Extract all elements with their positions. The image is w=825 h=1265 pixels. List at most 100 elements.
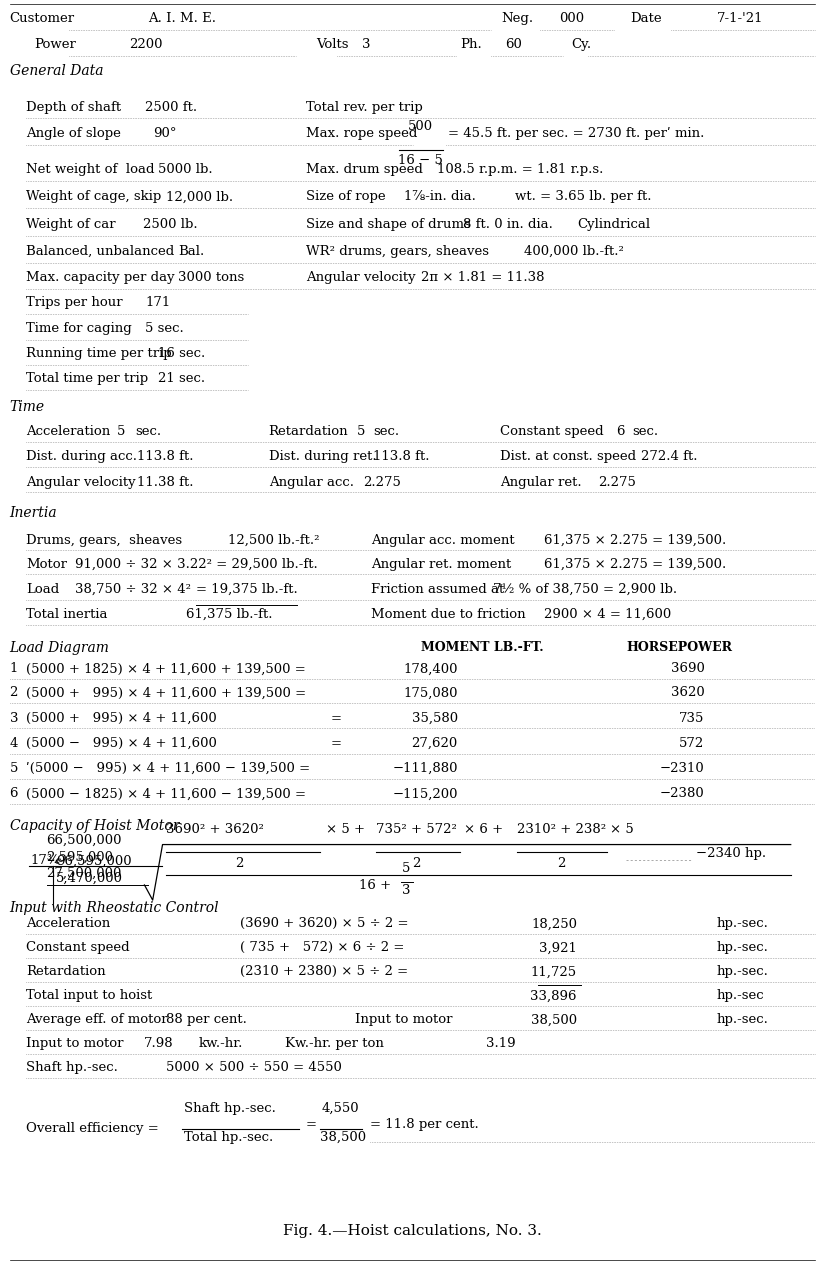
Text: 11.38 ft.: 11.38 ft. — [137, 476, 194, 488]
Text: Input to motor: Input to motor — [355, 1013, 452, 1026]
Text: Balanced, unbalanced: Balanced, unbalanced — [26, 244, 174, 258]
Text: Weight of car: Weight of car — [26, 218, 116, 231]
Text: Size of rope: Size of rope — [305, 190, 385, 204]
Text: 178,400: 178,400 — [403, 663, 458, 676]
Text: Shaft hp.-sec.: Shaft hp.-sec. — [26, 1061, 118, 1074]
Text: 6: 6 — [10, 787, 18, 801]
Text: A. I. M. E.: A. I. M. E. — [148, 13, 216, 25]
Text: 2: 2 — [557, 858, 565, 870]
Text: ʹ(5000 −   995) × 4 + 11,600 − 139,500 =: ʹ(5000 − 995) × 4 + 11,600 − 139,500 = — [26, 762, 310, 775]
Text: Load: Load — [26, 583, 59, 596]
Text: 272.4 ft.: 272.4 ft. — [641, 450, 698, 463]
Text: Net weight of  load: Net weight of load — [26, 163, 154, 176]
Text: Motor: Motor — [26, 558, 67, 571]
Text: 3: 3 — [10, 712, 18, 725]
Text: (5000 + 1825) × 4 + 11,600 + 139,500 =: (5000 + 1825) × 4 + 11,600 + 139,500 = — [26, 663, 306, 676]
Text: 12,000 lb.: 12,000 lb. — [166, 190, 233, 204]
Text: 1: 1 — [10, 663, 18, 676]
Text: Trips per hour: Trips per hour — [26, 296, 123, 310]
Text: 16 +: 16 + — [359, 879, 391, 892]
Text: (5000 − 1825) × 4 + 11,600 − 139,500 =: (5000 − 1825) × 4 + 11,600 − 139,500 = — [26, 787, 306, 801]
Text: −2380: −2380 — [660, 787, 705, 801]
Text: 6: 6 — [616, 425, 625, 438]
Text: hp.-sec.: hp.-sec. — [717, 941, 769, 954]
Text: Angular acc. moment: Angular acc. moment — [371, 534, 515, 546]
Text: HORSEPOWER: HORSEPOWER — [626, 641, 733, 654]
Text: Time: Time — [10, 400, 45, 414]
Text: 5,470,000: 5,470,000 — [55, 872, 123, 885]
Text: Retardation: Retardation — [26, 965, 106, 978]
Text: hp.-sec: hp.-sec — [717, 989, 764, 1002]
Text: 2900 × 4 = 11,600: 2900 × 4 = 11,600 — [544, 608, 672, 621]
Text: 8 ft. 0 in. dia.: 8 ft. 0 in. dia. — [464, 218, 554, 231]
Text: 5 sec.: 5 sec. — [145, 321, 184, 335]
Text: Total time per trip: Total time per trip — [26, 372, 148, 385]
Text: kw.-hr.: kw.-hr. — [199, 1037, 243, 1050]
Text: 2π × 1.81 = 11.38: 2π × 1.81 = 11.38 — [421, 271, 544, 285]
Text: 17¾: 17¾ — [31, 854, 59, 868]
Text: 33,896: 33,896 — [530, 989, 577, 1002]
Text: Time for caging: Time for caging — [26, 321, 132, 335]
Text: 27,620: 27,620 — [412, 737, 458, 750]
Text: 11,725: 11,725 — [530, 965, 577, 978]
Text: 500: 500 — [408, 120, 433, 133]
Text: 175,080: 175,080 — [403, 687, 458, 700]
Text: Angular velocity: Angular velocity — [26, 476, 135, 488]
Text: WR² drums, gears, sheaves: WR² drums, gears, sheaves — [305, 244, 488, 258]
Text: 3620: 3620 — [671, 687, 705, 700]
Text: 000: 000 — [559, 13, 584, 25]
Text: × 5: × 5 — [610, 822, 634, 836]
Text: Acceleration: Acceleration — [26, 917, 111, 930]
Text: Max. rope speed: Max. rope speed — [305, 128, 417, 140]
Text: Total inertia: Total inertia — [26, 608, 107, 621]
Text: Bal.: Bal. — [178, 244, 205, 258]
Text: Total hp.-sec.: Total hp.-sec. — [184, 1131, 273, 1144]
Text: 735: 735 — [679, 712, 705, 725]
Text: Moment due to friction: Moment due to friction — [371, 608, 526, 621]
Text: 3: 3 — [402, 884, 410, 897]
Text: 7-1-'21: 7-1-'21 — [717, 13, 763, 25]
Text: Neg.: Neg. — [502, 13, 534, 25]
Text: (3690 + 3620) × 5 ÷ 2 =: (3690 + 3620) × 5 ÷ 2 = — [240, 917, 408, 930]
Text: Constant speed: Constant speed — [26, 941, 130, 954]
Text: 61,375 lb.-ft.: 61,375 lb.-ft. — [186, 608, 273, 621]
Text: Volts: Volts — [316, 38, 349, 51]
Text: (5000 −   995) × 4 + 11,600: (5000 − 995) × 4 + 11,600 — [26, 737, 217, 750]
Text: Cylindrical: Cylindrical — [577, 218, 650, 231]
Text: 61,375 × 2.275 = 139,500.: 61,375 × 2.275 = 139,500. — [544, 558, 726, 571]
Text: 5: 5 — [116, 425, 125, 438]
Text: Capacity of Hoist Motor: Capacity of Hoist Motor — [10, 820, 179, 834]
Text: 18,250: 18,250 — [531, 917, 577, 930]
Text: 7½ % of 38,750 = 2,900 lb.: 7½ % of 38,750 = 2,900 lb. — [493, 583, 677, 596]
Text: 2500 lb.: 2500 lb. — [143, 218, 197, 231]
Text: 400,000 lb.-ft.²: 400,000 lb.-ft.² — [524, 244, 624, 258]
Text: Input with Rheostatic Control: Input with Rheostatic Control — [10, 901, 219, 916]
Text: 5: 5 — [10, 762, 18, 775]
Text: 5: 5 — [356, 425, 365, 438]
Text: Max. capacity per day: Max. capacity per day — [26, 271, 175, 285]
Text: 2: 2 — [412, 858, 421, 870]
Text: Angle of slope: Angle of slope — [26, 128, 121, 140]
Text: Weight of cage, skip: Weight of cage, skip — [26, 190, 162, 204]
Text: sec.: sec. — [373, 425, 399, 438]
Text: 60: 60 — [506, 38, 522, 51]
Text: 90°: 90° — [153, 128, 177, 140]
Text: Friction assumed at: Friction assumed at — [371, 583, 505, 596]
Text: 735² + 572²: 735² + 572² — [375, 822, 456, 836]
Text: hp.-sec.: hp.-sec. — [717, 1013, 769, 1026]
Text: Input to motor: Input to motor — [26, 1037, 124, 1050]
Text: Average eff. of motor: Average eff. of motor — [26, 1013, 167, 1026]
Text: Cy.: Cy. — [571, 38, 592, 51]
Text: Dist. at const. speed: Dist. at const. speed — [501, 450, 637, 463]
Text: 171: 171 — [145, 296, 171, 310]
Text: = 19,375 lb.-ft.: = 19,375 lb.-ft. — [196, 583, 298, 596]
Text: 38,500: 38,500 — [530, 1013, 577, 1026]
Text: 3.19: 3.19 — [487, 1037, 516, 1050]
Text: 35,580: 35,580 — [412, 712, 458, 725]
Text: sec.: sec. — [632, 425, 658, 438]
Text: 61,375 × 2.275 = 139,500.: 61,375 × 2.275 = 139,500. — [544, 534, 726, 546]
Text: −115,200: −115,200 — [392, 787, 458, 801]
Text: 38,750 ÷ 32 × 4²: 38,750 ÷ 32 × 4² — [75, 583, 191, 596]
Text: 2200: 2200 — [129, 38, 163, 51]
Text: −2340 hp.: −2340 hp. — [696, 846, 766, 860]
